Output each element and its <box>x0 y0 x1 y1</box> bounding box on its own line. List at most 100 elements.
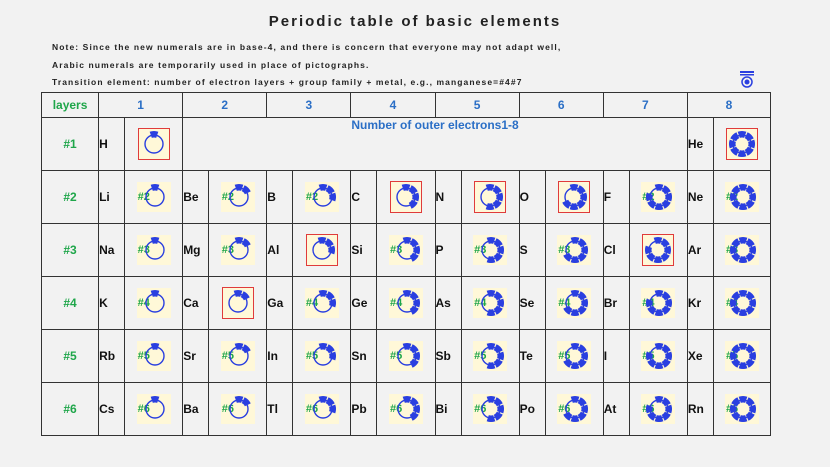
element-symbol: Xe <box>686 329 714 383</box>
element-symbol: B <box>266 170 294 224</box>
pictograph-box: #5 <box>388 341 423 371</box>
electron-segment <box>497 404 505 414</box>
electron-segment <box>401 184 411 191</box>
electron-segment <box>738 256 748 263</box>
electron-ring-icon <box>481 396 505 422</box>
electron-segment <box>577 238 587 248</box>
electron-segment <box>662 185 672 195</box>
electron-segment <box>665 192 673 202</box>
electron-ring-icon <box>481 237 505 263</box>
electron-segment <box>581 351 589 361</box>
element-pictograph: #4 <box>628 276 688 330</box>
electron-segment <box>408 199 418 209</box>
pictograph-box: #6 <box>220 394 255 424</box>
pictograph-box: #3 <box>388 235 423 265</box>
electron-segment <box>654 184 664 191</box>
electron-segment <box>570 343 580 350</box>
element-pictograph: #5 <box>124 329 184 383</box>
electron-segment <box>729 298 737 308</box>
element-pictograph: #4 <box>460 276 520 330</box>
electron-ring-icon <box>313 396 336 419</box>
electron-segment <box>646 252 656 262</box>
electron-ring-icon <box>563 396 589 422</box>
pictograph-box: #5 <box>641 341 676 371</box>
electron-ring-icon <box>481 343 505 369</box>
element-pictograph: #2 <box>124 170 184 224</box>
electron-ring-icon <box>646 396 673 422</box>
electron-ring-icon <box>729 237 756 263</box>
electron-segment <box>485 203 495 210</box>
electron-ring-icon <box>143 131 164 154</box>
electron-segment <box>577 411 587 421</box>
stamp-icon <box>740 71 754 88</box>
element-row: #1 H Number of outer electrons1-8 He <box>40 117 772 171</box>
element-symbol: N <box>434 170 462 224</box>
electron-segment <box>570 396 580 403</box>
electron-ring-icon <box>144 184 165 207</box>
electron-segment <box>234 343 244 350</box>
electron-segment <box>493 291 503 301</box>
electron-ring-icon <box>396 184 419 209</box>
element-symbol: Mg <box>182 223 210 277</box>
outer-electrons-label: Number of outer electrons1-8 <box>182 117 688 171</box>
pictograph-box: #2 <box>304 182 339 212</box>
electron-segment <box>731 252 741 262</box>
electron-segment <box>150 184 159 191</box>
element-pictograph: #3 <box>208 223 268 277</box>
electron-ring-icon <box>563 343 589 369</box>
electron-segment <box>665 351 673 361</box>
electron-segment <box>662 305 672 315</box>
electron-segment <box>745 358 755 368</box>
electron-segment <box>402 396 412 403</box>
element-pictograph <box>460 170 520 224</box>
electron-segment <box>731 358 741 368</box>
electron-segment <box>493 411 503 421</box>
electron-segment <box>318 396 328 403</box>
electron-segment <box>654 309 664 316</box>
electron-segment <box>241 238 251 248</box>
electron-segment <box>493 252 503 262</box>
electron-segment <box>731 411 741 421</box>
electron-segment <box>328 404 336 414</box>
electron-ring-icon <box>397 396 420 421</box>
electron-segment <box>749 298 756 308</box>
electron-segment <box>497 298 505 308</box>
electron-segment <box>328 298 336 308</box>
electron-segment <box>412 192 419 202</box>
element-symbol: Ne <box>686 170 714 224</box>
electron-ring-icon <box>646 184 673 210</box>
electron-segment <box>570 256 580 263</box>
electron-segment <box>485 184 495 191</box>
electron-segment <box>662 344 672 354</box>
element-symbol: As <box>434 276 462 330</box>
layer-label: #2 <box>40 170 100 224</box>
element-pictograph: #4 <box>712 276 772 330</box>
element-symbol: H <box>98 117 126 171</box>
pictograph-box <box>558 181 591 213</box>
electron-segment <box>731 291 741 301</box>
pictograph-box <box>474 181 507 213</box>
electron-segment <box>580 192 588 202</box>
electron-segment <box>749 192 756 202</box>
element-symbol: Kr <box>686 276 714 330</box>
electron-ring-icon <box>563 237 589 263</box>
element-pictograph: #4 <box>124 276 184 330</box>
electron-segment <box>325 185 335 195</box>
electron-segment <box>654 362 664 369</box>
electron-segment <box>150 396 159 403</box>
element-symbol: I <box>602 329 630 383</box>
pictograph-box: #6 <box>724 394 759 424</box>
group-header-1: 1 <box>98 92 184 118</box>
electron-segment <box>738 396 748 403</box>
element-pictograph: #6 <box>544 382 604 436</box>
electron-segment <box>240 291 250 301</box>
pictograph-box: #4 <box>388 288 423 318</box>
element-symbol: C <box>350 170 378 224</box>
element-pictograph <box>544 170 604 224</box>
electron-segment <box>402 237 412 244</box>
electron-segment <box>409 305 419 315</box>
element-symbol: Rn <box>686 382 714 436</box>
element-pictograph: #3 <box>460 223 520 277</box>
electron-segment <box>745 238 755 248</box>
electron-segment <box>738 184 748 191</box>
